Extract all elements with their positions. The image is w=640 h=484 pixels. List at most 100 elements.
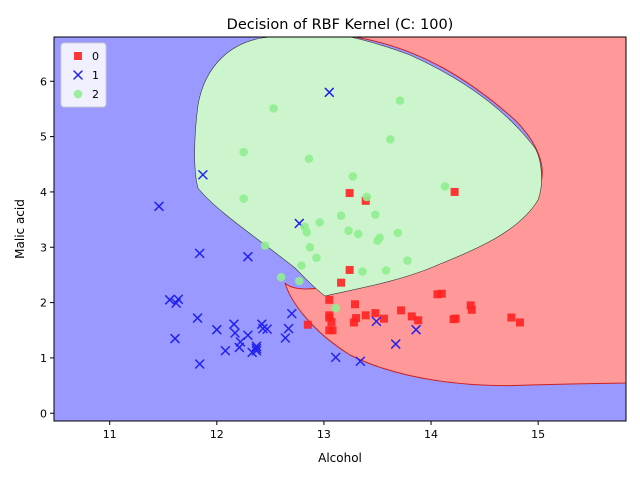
class-0-point xyxy=(379,314,388,323)
class-1-point xyxy=(324,87,335,98)
y-axis-label: Malic acid xyxy=(13,199,27,259)
class-2-point xyxy=(302,228,312,237)
class-0-point xyxy=(303,320,312,329)
legend-label-1: 1 xyxy=(92,69,99,82)
class-2-point xyxy=(358,267,367,276)
class-0-point xyxy=(361,311,370,320)
class-2-point xyxy=(362,192,372,202)
class-0-point xyxy=(466,301,475,310)
class-1-point xyxy=(154,201,164,212)
class-1-point xyxy=(243,330,253,340)
class-0-point xyxy=(414,316,423,325)
class-1-point xyxy=(235,337,246,347)
points-layer xyxy=(154,87,524,369)
class-2-point xyxy=(353,229,363,239)
class-0-point xyxy=(407,312,416,321)
class-1-point xyxy=(194,359,205,369)
class-1-point xyxy=(287,308,297,319)
class-2-point xyxy=(381,266,391,275)
class-2-point xyxy=(315,218,324,227)
class-1-point xyxy=(355,356,366,366)
chart-title: Decision of RBF Kernel (C: 100) xyxy=(227,17,454,33)
class-0-point xyxy=(437,289,446,298)
class-0-point xyxy=(397,306,406,315)
class-0-point xyxy=(327,317,336,326)
class-2-point xyxy=(304,154,314,164)
class-2-point xyxy=(294,276,304,286)
class-2-point xyxy=(403,256,412,265)
y-tick-label: 2 xyxy=(40,297,47,310)
x-tick-label: 12 xyxy=(210,428,224,441)
x-tick-label: 15 xyxy=(531,428,545,441)
x-axis-label: Alcohol xyxy=(318,451,362,465)
y-tick-label: 3 xyxy=(40,241,47,254)
class-1-point xyxy=(194,248,205,259)
class-1-point xyxy=(230,328,240,338)
class-2-point xyxy=(344,226,353,235)
class-0-point xyxy=(345,189,354,198)
plot-area xyxy=(54,37,626,421)
class-0-point xyxy=(345,265,354,274)
x-tick-label: 11 xyxy=(103,428,117,441)
class-2-point xyxy=(336,211,346,221)
class-2-point xyxy=(239,194,248,203)
y-tick-label: 1 xyxy=(40,352,47,365)
class-0-point xyxy=(350,300,359,309)
legend-label-2: 2 xyxy=(92,88,99,101)
region-class-2 xyxy=(194,37,542,297)
class-2-point xyxy=(375,233,384,243)
class-2-point xyxy=(239,147,248,157)
class-1-point xyxy=(411,324,421,335)
y-tick-label: 5 xyxy=(40,131,47,144)
class-1-point xyxy=(220,345,231,356)
class-2-point xyxy=(440,182,450,191)
legend-label-0: 0 xyxy=(92,50,99,63)
class-1-point xyxy=(243,251,253,262)
class-0-point xyxy=(328,326,337,335)
class-1-point xyxy=(390,339,401,349)
class-1-point xyxy=(283,323,294,334)
class-1-point xyxy=(164,295,175,305)
class-2-point xyxy=(312,253,321,263)
class-0-point xyxy=(337,278,346,287)
class-0-point xyxy=(467,305,476,314)
class-0-point xyxy=(451,314,460,323)
legend-entry-1: 1 xyxy=(73,69,99,82)
class-2-point xyxy=(276,272,286,282)
class-2-point xyxy=(269,104,278,113)
class-1-point xyxy=(229,319,239,329)
class-1-point xyxy=(280,333,291,343)
legend-entry-0: 0 xyxy=(74,50,99,63)
class-0-point xyxy=(349,318,358,327)
class-2-point xyxy=(371,210,380,219)
legend-entry-2: 2 xyxy=(73,88,99,101)
class-1-point xyxy=(173,294,184,305)
class-0-point xyxy=(515,318,524,327)
y-tick-label: 0 xyxy=(40,407,47,420)
y-tick-label: 6 xyxy=(40,75,47,88)
class-0-point xyxy=(507,313,516,322)
plot-frame xyxy=(53,36,627,422)
class-0-point xyxy=(433,290,442,299)
class-0-point xyxy=(352,314,361,323)
class-1-point xyxy=(198,170,208,180)
legend: 0 1 2 xyxy=(60,42,107,108)
x-tick-label: 13 xyxy=(317,428,331,441)
class-2-point xyxy=(331,303,341,313)
class-1-point xyxy=(170,333,180,344)
legend-marker-1 xyxy=(73,70,83,80)
class-2-point xyxy=(348,172,358,181)
y-tick-label: 4 xyxy=(40,186,47,199)
class-1-point xyxy=(371,316,382,327)
class-2-point xyxy=(393,228,403,238)
legend-box xyxy=(60,42,107,108)
class-2-point xyxy=(305,242,315,252)
class-2-point xyxy=(395,96,405,105)
class-2-point xyxy=(297,261,306,270)
class-1-point xyxy=(212,324,222,335)
class-0-point xyxy=(325,313,334,322)
legend-marker-0 xyxy=(74,52,82,60)
class-0-point xyxy=(450,187,459,196)
